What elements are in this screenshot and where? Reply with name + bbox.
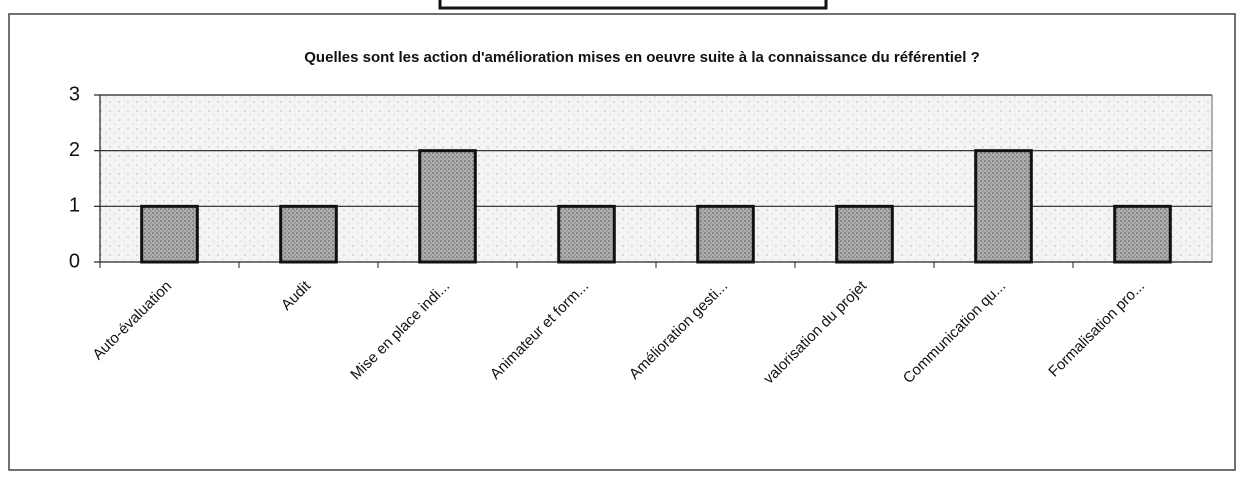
bar: [140, 204, 199, 264]
y-tick-label: 3: [69, 83, 80, 105]
bar: [418, 149, 477, 264]
top-box: [438, 0, 828, 10]
bar: [696, 204, 755, 264]
bar: [974, 149, 1033, 264]
bar: [557, 204, 616, 264]
y-tick-label: 1: [69, 195, 80, 217]
y-tick-label: 0: [69, 250, 80, 272]
bar: [279, 204, 338, 264]
plot-area: [100, 95, 1212, 262]
y-tick-label: 2: [69, 139, 80, 161]
bar: [1113, 204, 1172, 264]
bar: [835, 204, 894, 264]
chart-title: Quelles sont les action d'amélioration m…: [304, 49, 979, 66]
